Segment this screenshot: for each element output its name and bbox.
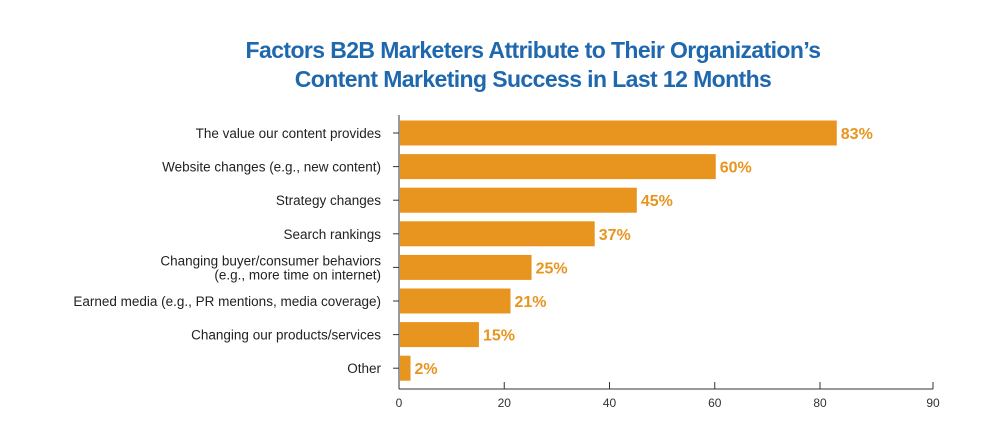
category-label: Earned media (e.g., PR mentions, media c…: [73, 294, 381, 309]
data-label: 2%: [415, 361, 438, 378]
bar: [400, 221, 595, 247]
category-label: Strategy changes: [276, 193, 381, 208]
category-label: Website changes (e.g., new content): [162, 160, 381, 175]
data-label: 21%: [515, 294, 547, 311]
category-label: Changing buyer/consumer behaviors: [160, 253, 381, 268]
category-label: (e.g., more time on internet): [214, 267, 381, 282]
bar: [400, 154, 716, 180]
data-label: 15%: [483, 328, 515, 345]
chart-title: Factors B2B Marketers Attribute to Their…: [0, 36, 994, 94]
data-label: 83%: [841, 126, 873, 143]
x-tick-label: 60: [708, 396, 722, 410]
data-label: 37%: [599, 227, 631, 244]
bar: [400, 120, 837, 146]
bar: [400, 288, 511, 314]
category-label: Search rankings: [283, 227, 381, 242]
data-label: 45%: [641, 193, 673, 210]
x-tick-label: 0: [396, 396, 403, 410]
data-label: 25%: [536, 260, 568, 277]
category-label: Other: [347, 361, 381, 376]
x-tick-label: 80: [813, 396, 827, 410]
bar: [400, 254, 532, 280]
x-tick-label: 40: [603, 396, 617, 410]
x-tick-label: 20: [498, 396, 512, 410]
chart-title-line-2: Content Marketing Success in Last 12 Mon…: [294, 66, 772, 92]
bar: [400, 355, 411, 381]
x-tick-label: 90: [926, 396, 940, 410]
data-label: 60%: [720, 160, 752, 177]
bar: [400, 322, 479, 348]
bar: [400, 187, 637, 213]
chart-title-line-1: Factors B2B Marketers Attribute to Their…: [245, 37, 822, 63]
category-label: Changing our products/services: [191, 328, 381, 343]
category-label: The value our content provides: [196, 126, 382, 141]
